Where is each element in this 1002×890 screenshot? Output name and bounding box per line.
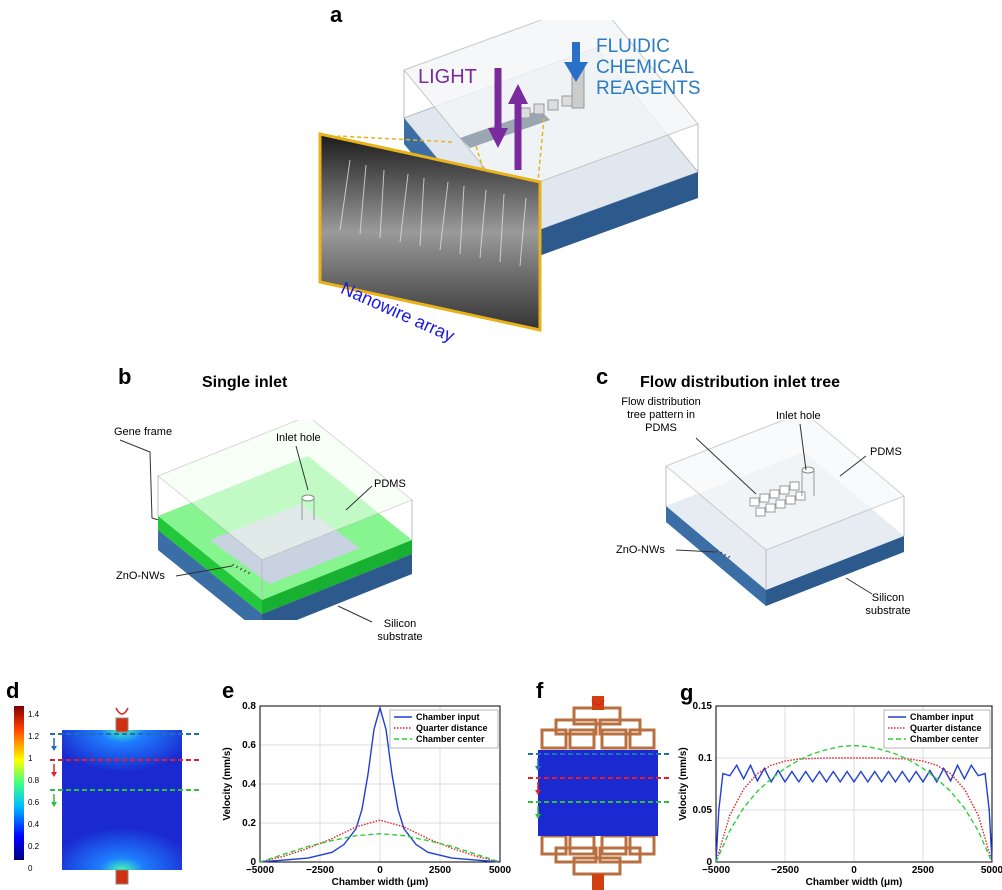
plot-frame: [715, 705, 993, 863]
panel-b-title: Single inlet: [202, 374, 288, 391]
y-tick-label: 0.1: [698, 753, 712, 764]
x-tick-label: 5000: [981, 865, 1002, 876]
tree-pattern-label: Flow distribution tree pattern in PDMS: [606, 396, 716, 435]
y-tick-label: 0.6: [242, 740, 256, 751]
colorbar-tick: 1.4: [28, 710, 40, 719]
colorbar-tick: 0.6: [28, 798, 40, 807]
colorbar-ticks: 1.4 1.2 1 0.8 0.6 0.4 0.2 0: [28, 704, 39, 880]
y-tick-label: 0: [250, 857, 256, 868]
tree-inlet-illustration: [665, 420, 905, 606]
panel-letter-b: b: [118, 364, 132, 389]
series-line-chamber-center: [715, 744, 993, 863]
reagents-line-1: FLUIDIC: [596, 36, 670, 57]
x-axis-label: Chamber width (μm): [332, 877, 429, 888]
reagents-label: FLUIDIC CHEMICAL REAGENTS: [596, 36, 701, 99]
y-tick-label: 0.2: [242, 818, 256, 829]
light-label: LIGHT: [418, 66, 477, 88]
pdms-label-c: PDMS: [870, 446, 902, 458]
tree-line-2: tree pattern in: [627, 409, 695, 421]
y-tick-label: 0.4: [242, 779, 256, 790]
tree-line-1: Flow distribution: [621, 396, 701, 408]
zno-label-b: ZnO-NWs: [116, 570, 165, 582]
x-tick-label: 2500: [429, 865, 452, 876]
y-tick-label: 0.05: [693, 805, 713, 816]
legend-entry: Quarter distance: [910, 723, 982, 733]
velocity-chart-g: −5000 −2500 0 2500 5000 0 0.05 0.1 0.15 Chamber w…: [678, 701, 1002, 888]
series-line-chamber-input: [259, 705, 501, 863]
series-line-chamber-center: [259, 832, 501, 863]
inlet-hole-label-b: Inlet hole: [276, 432, 321, 444]
legend-entry: Chamber input: [416, 712, 480, 722]
panel-letter-a: a: [330, 2, 343, 27]
pdms-label-b: PDMS: [374, 478, 406, 490]
inlet-hole-label-c: Inlet hole: [776, 410, 821, 422]
panel-letter-e: e: [222, 678, 235, 703]
y-tick-label: 0.8: [242, 701, 256, 712]
colorbar-tick: 0.8: [28, 776, 40, 785]
colorbar-tick: 0.2: [28, 842, 40, 851]
panel-c-title: Flow distribution inlet tree: [640, 374, 840, 391]
x-tick-label: −2500: [306, 865, 335, 876]
series-line-chamber-input: [715, 763, 993, 863]
colorbar-tick: 1.2: [28, 732, 40, 741]
silicon-label-c: Silicon substrate: [858, 592, 918, 618]
y-tick-label: 0.15: [693, 701, 713, 712]
legend-entry: Chamber input: [910, 712, 974, 722]
y-axis-label: Velocity (mm/s): [678, 747, 689, 820]
zno-label-c: ZnO-NWs: [616, 544, 665, 556]
legend-entry: Quarter distance: [416, 723, 488, 733]
colorbar-tick: 1: [28, 754, 33, 763]
colorbar-tick: 0.4: [28, 820, 40, 829]
x-tick-label: 2500: [912, 865, 935, 876]
silicon-label-b: Silicon substrate: [370, 618, 430, 644]
gene-frame-label: Gene frame: [114, 426, 173, 438]
single-inlet-illustration: [157, 420, 413, 620]
reagents-line-3: REAGENTS: [596, 78, 701, 99]
panel-letter-d: d: [6, 678, 20, 703]
colorbar-tick: 0: [28, 864, 33, 873]
simulation-f: [528, 696, 670, 890]
x-tick-label: −5000: [702, 865, 731, 876]
panel-letter-c: c: [596, 364, 609, 389]
gene-frame-leader: [119, 439, 159, 520]
panel-letter-f: f: [536, 678, 544, 703]
series-line-quarter-distance: [715, 757, 993, 863]
legend-entry: Chamber center: [910, 734, 979, 744]
x-tick-label: −2500: [771, 865, 800, 876]
y-axis-label: Velocity (mm/s): [222, 747, 233, 820]
simulation-d: [14, 706, 200, 885]
device-illustration-a: [318, 20, 699, 332]
x-tick-label: 0: [377, 865, 383, 876]
silicon-line-2-b: substrate: [377, 631, 423, 643]
silicon-line-1-b: Silicon: [383, 618, 417, 630]
silicon-line-2-c: substrate: [865, 605, 911, 617]
series-line-quarter-distance: [259, 819, 501, 863]
y-tick-label: 0: [706, 857, 712, 868]
legend-entry: Chamber center: [416, 734, 485, 744]
reagents-line-2: CHEMICAL: [596, 57, 695, 78]
x-tick-label: 0: [851, 865, 857, 876]
panel-letter-g: g: [680, 680, 694, 705]
x-tick-label: −5000: [246, 865, 275, 876]
tree-line-3: PDMS: [645, 422, 677, 434]
velocity-chart-e: −5000 −2500 0 2500 5000 0 0.2 0.4 0.6 0.8 Chamber …: [222, 701, 512, 888]
x-tick-label: 5000: [489, 865, 512, 876]
x-axis-label: Chamber width (μm): [806, 877, 903, 888]
silicon-line-1-c: Silicon: [871, 592, 905, 604]
